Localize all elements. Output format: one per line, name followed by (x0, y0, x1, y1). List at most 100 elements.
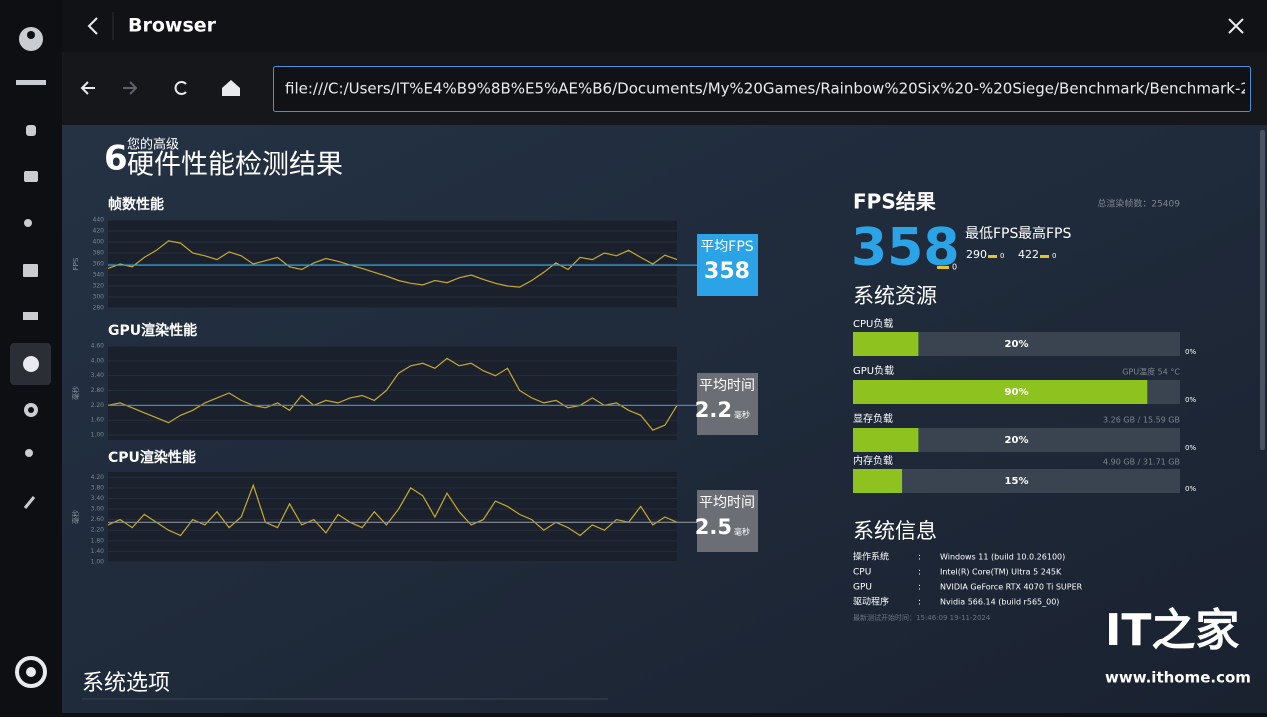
y-tick-label: 300 (93, 294, 105, 301)
y-tick-label: 1.60 (91, 417, 105, 424)
y-tick-label: 400 (93, 239, 105, 246)
charts: 帧数性能 FPS 280 300 320 340 360 380 400 420 440 平均FPS 3… (71, 196, 758, 566)
resource-label: 显存负载 (853, 412, 893, 425)
profile-head (27, 31, 35, 39)
info-sep: : (918, 598, 921, 608)
y-tick-label: 3.00 (91, 506, 105, 513)
back-button[interactable] (87, 17, 98, 35)
info-label: 驱动程序 (853, 596, 889, 608)
y-tick-label: 3.40 (91, 372, 105, 379)
average-value: 2.5 (695, 515, 732, 539)
chart-title: CPU渲染性能 (108, 449, 196, 466)
title-bar (62, 0, 1267, 52)
resources: CPU负载 20% 0% GPU负载 GPU温度 54 °C 90% 0% 显存负载 3.26 … (853, 317, 1196, 493)
y-tick-label: 280 (93, 305, 105, 312)
average-box (697, 490, 758, 552)
average-value: 358 (704, 259, 750, 284)
window-title: Browser (128, 15, 217, 37)
system-info: 操作系统: Windows 11 (build 10.0.26100) CPU: In… (853, 551, 1083, 608)
y-tick-label: 3.80 (91, 484, 105, 491)
marker-bar (937, 266, 949, 269)
watermark-url: www.ithome.com (1105, 669, 1251, 687)
min-fps: 290 (966, 248, 987, 261)
y-tick-label: 4.00 (91, 357, 105, 364)
scrollbar[interactable] (1260, 130, 1265, 450)
plot-area (108, 346, 677, 440)
info-sep: : (918, 553, 921, 563)
system-footer: 最新测试开始时间：15:46:09 19-11-2024 (853, 613, 991, 622)
average-box-label: 平均时间 (699, 378, 755, 394)
y-tick-label: 340 (93, 272, 105, 279)
average-value: 2.2 (695, 398, 732, 422)
series-line (107, 357, 678, 431)
info-sep: : (918, 568, 921, 578)
resource-detail: GPU温度 54 °C (1122, 367, 1180, 377)
resource-bar (853, 332, 919, 356)
series-line (107, 483, 678, 537)
resource-bar (853, 469, 903, 493)
nav-forward[interactable] (123, 81, 138, 95)
resource-value: 20% (1005, 339, 1029, 350)
resource-min: 0% (1185, 444, 1196, 452)
nav-back[interactable] (80, 81, 95, 95)
system-title: 系统信息 (853, 519, 937, 543)
ubisoft-logo[interactable] (15, 656, 47, 688)
y-tick-label: 420 (93, 228, 105, 235)
y-tick-label: 320 (93, 283, 105, 290)
nav-reload[interactable] (174, 81, 187, 95)
resource-label: CPU负载 (853, 317, 893, 330)
average-box-label: 平均时间 (699, 495, 755, 511)
resource-value: 20% (1005, 435, 1029, 446)
game-icon[interactable] (16, 80, 46, 85)
resource-bar (853, 428, 919, 452)
friends-icon[interactable] (24, 219, 32, 227)
y-tick-label: 2.20 (91, 527, 105, 534)
y-tick-label: 360 (93, 261, 105, 268)
y-tick-label: 2.80 (91, 387, 105, 394)
globe-icon[interactable] (23, 356, 39, 372)
info-value: Windows 11 (build 10.0.26100) (940, 553, 1065, 562)
library-icon[interactable] (23, 264, 38, 277)
resource-detail: 4.90 GB / 31.71 GB (1103, 458, 1180, 467)
chart-title: GPU渲染性能 (108, 322, 197, 339)
resource-label: 内存负载 (853, 454, 893, 467)
series-line (107, 240, 678, 288)
fps-title: FPS结果 (853, 190, 936, 214)
resource-value: 90% (1005, 387, 1029, 398)
resource-value: 15% (1005, 476, 1029, 487)
min-fps-label: 最低FPS (965, 226, 1018, 242)
resource-min: 0% (1185, 396, 1196, 404)
resource-label: GPU负载 (853, 364, 894, 377)
average-box-label: 平均FPS (700, 239, 753, 255)
y-tick-label: 1.40 (91, 548, 105, 555)
y-tick-label: 2.60 (91, 516, 105, 523)
y-tick-label: 1.80 (91, 537, 105, 544)
notification-icon[interactable] (26, 125, 36, 136)
resource-track (853, 469, 1180, 493)
y-axis-label: 毫秒 (71, 510, 80, 524)
chat-icon[interactable] (24, 171, 38, 182)
url-text[interactable]: file:///C:/Users/IT%E4%B9%8B%E5%AE%B6/Do… (285, 80, 1267, 98)
tools-icon[interactable] (23, 496, 36, 509)
info-value: NVIDIA GeForce RTX 4070 Ti SUPER (940, 583, 1083, 592)
watermark-logo: IT之家 (1105, 605, 1239, 656)
marker-bar (988, 255, 997, 258)
info-label: CPU (853, 568, 871, 578)
y-tick-label: 380 (93, 250, 105, 257)
max-marker: 0 (1052, 252, 1056, 260)
nav-home[interactable] (222, 80, 240, 96)
close-button[interactable] (1228, 18, 1244, 34)
info-value: Intel(R) Core(TM) Ultra 5 245K (940, 568, 1062, 577)
y-tick-label: 2.20 (91, 402, 105, 409)
min-marker: 0 (1000, 252, 1004, 260)
y-tick-label: 4.20 (91, 474, 105, 481)
ubisoft-logo-dot (26, 667, 36, 677)
url-field[interactable] (273, 66, 1251, 112)
max-fps: 422 (1018, 248, 1039, 261)
account-icon[interactable] (25, 449, 33, 457)
store-icon[interactable] (23, 312, 38, 320)
y-tick-label: 1.00 (91, 432, 105, 439)
y-axis-label: 毫秒 (71, 386, 80, 400)
resource-min: 0% (1185, 348, 1196, 356)
